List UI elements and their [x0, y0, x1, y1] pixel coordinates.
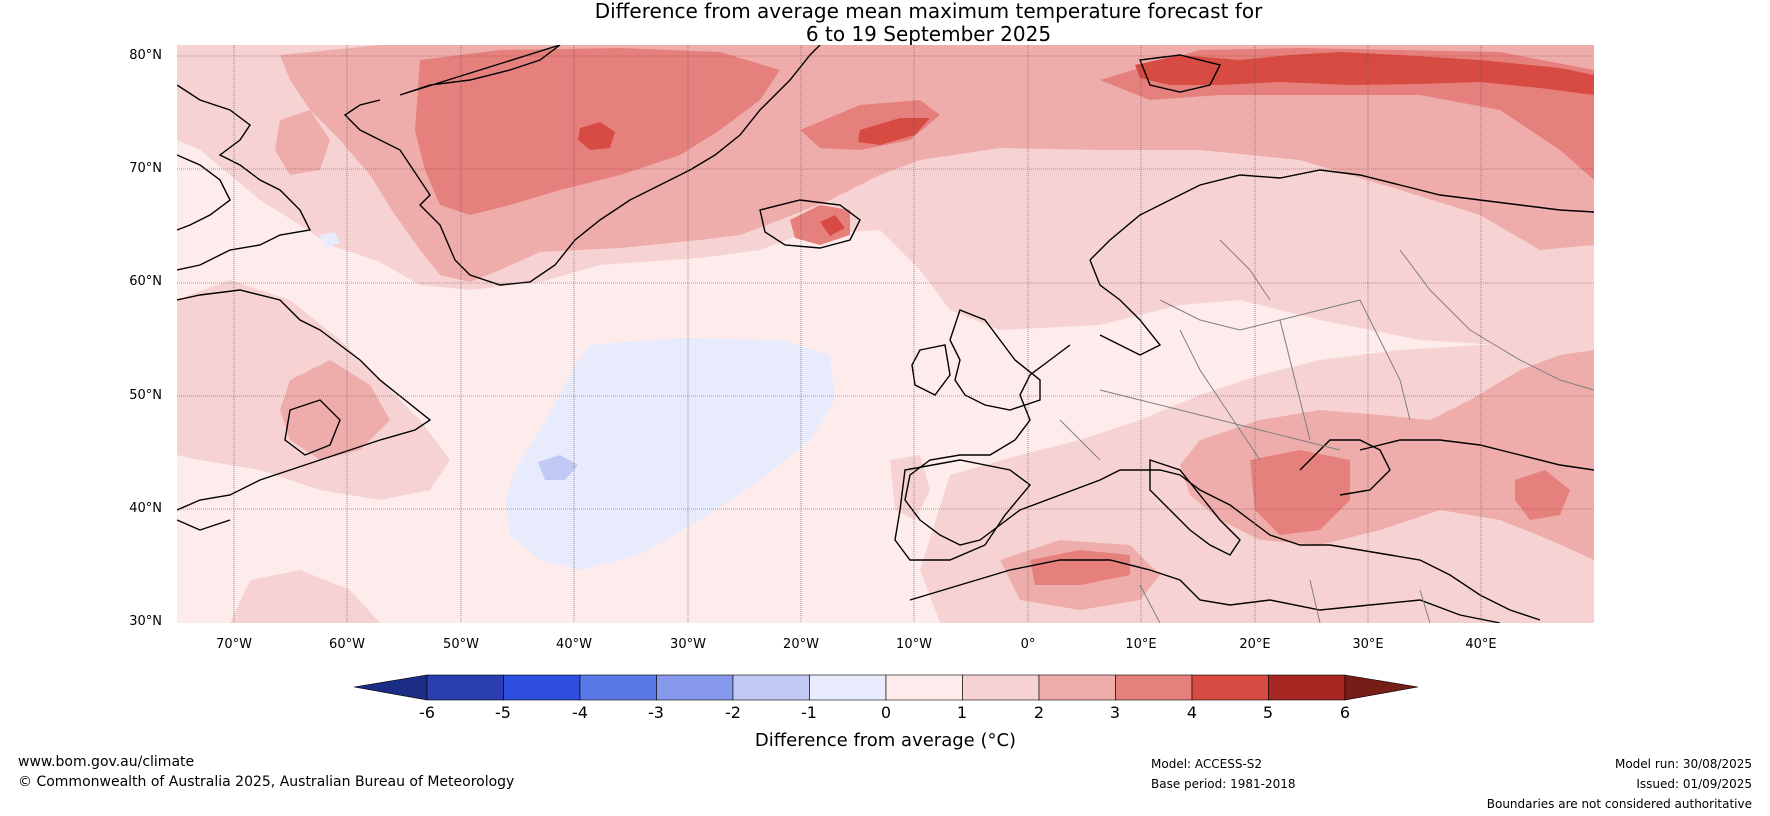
- colorbar-bin: [732, 674, 810, 701]
- lon-label: 10°W: [896, 637, 932, 652]
- country-borders: [1059, 239, 1594, 623]
- colorbar-tick-label: -1: [801, 703, 817, 722]
- colorbar-tick-label: -4: [572, 703, 588, 722]
- colorbar-tick-label: -2: [725, 703, 741, 722]
- north-africa-coastline: [909, 559, 1501, 623]
- colorbar-title: Difference from average (°C): [754, 730, 1017, 751]
- website-link[interactable]: www.bom.gov.au/climate: [18, 754, 195, 770]
- ireland-coastline: [911, 344, 951, 396]
- title-line-1: Difference from average mean maximum tem…: [594, 0, 1263, 23]
- lon-label: 0°: [1020, 637, 1036, 652]
- colorbar-tick-label: 4: [1186, 703, 1198, 722]
- lat-label: 50°N: [129, 388, 162, 403]
- colorbar-tick-label: 2: [1033, 703, 1045, 722]
- colorbar-bin: [809, 674, 887, 701]
- anomaly-region-4-5: [820, 215, 845, 236]
- base-period-text: Base period: 1981-2018: [1151, 777, 1296, 791]
- anomaly-region-4-5: [578, 122, 615, 150]
- colorbar-tick-label: -3: [648, 703, 664, 722]
- great-britain-coastline: [949, 309, 1041, 411]
- colorbar-extend-high: [1344, 674, 1419, 701]
- model-run-text: Model run: 30/08/2025: [1614, 757, 1752, 771]
- coastlines: [177, 45, 1594, 623]
- colorbar-bin: [962, 674, 1040, 701]
- anomaly-region-1-2: [230, 570, 380, 623]
- anomaly-region-1-2: [890, 455, 930, 520]
- anomaly-field: [177, 45, 1594, 623]
- colorbar-bin: [656, 674, 734, 701]
- lon-label: 40°W: [556, 637, 592, 652]
- lon-label: 30°W: [670, 637, 706, 652]
- north-america-coastline: [177, 84, 432, 531]
- lon-label: 60°W: [329, 637, 365, 652]
- colorbar-tick-label: 1: [956, 703, 968, 722]
- colorbar-tick-label: -5: [495, 703, 511, 722]
- colorbar-bin: [1115, 674, 1193, 701]
- italy-coastline: [1149, 459, 1241, 556]
- colorbar-bin: [1038, 674, 1116, 701]
- lat-label: 80°N: [129, 48, 162, 63]
- anomaly-region-2-3: [275, 110, 330, 175]
- title-line-2: 6 to 19 September 2025: [805, 22, 1052, 46]
- lon-label: 20°E: [1239, 637, 1271, 652]
- model-text: Model: ACCESS-S2: [1151, 757, 1263, 771]
- colorbar-tick-label: 3: [1109, 703, 1121, 722]
- colorbar-tick-label: 0: [880, 703, 892, 722]
- lon-label: 20°W: [783, 637, 819, 652]
- colorbar: [353, 674, 1419, 701]
- europe-coastline: [904, 169, 1594, 621]
- lat-label: 70°N: [129, 161, 162, 176]
- lon-label: 30°E: [1352, 637, 1384, 652]
- anomaly-region-neg2-1: [538, 455, 578, 480]
- copyright-text: © Commonwealth of Australia 2025, Austra…: [18, 774, 515, 790]
- svalbard-coastline: [1139, 54, 1222, 93]
- black-sea-coastline: [1359, 439, 1594, 471]
- anomaly-region-neg1-0: [320, 232, 340, 248]
- lat-label: 60°N: [129, 274, 162, 289]
- colorbar-tick-label: 6: [1339, 703, 1351, 722]
- colorbar-bin: [885, 674, 963, 701]
- colorbar-tick-label: 5: [1262, 703, 1274, 722]
- iberia-coastline: [894, 459, 1032, 561]
- colorbar-bin: [1268, 674, 1346, 701]
- lon-label: 40°E: [1465, 637, 1497, 652]
- lat-label: 30°N: [129, 614, 162, 629]
- lon-label: 50°W: [443, 637, 479, 652]
- lat-label: 40°N: [129, 501, 162, 516]
- graticule: [177, 45, 1594, 623]
- chart-title: Difference from average mean maximum tem…: [0, 0, 1770, 46]
- anomaly-region-3-4: [1250, 450, 1350, 535]
- anomaly-region-3-4: [1030, 550, 1130, 585]
- anomaly-region-4-5: [1135, 52, 1594, 95]
- lon-label: 70°W: [216, 637, 252, 652]
- colorbar-extend-low: [353, 674, 428, 701]
- anomaly-region-3-4: [1515, 470, 1570, 520]
- issued-text: Issued: 01/09/2025: [1636, 777, 1752, 791]
- colorbar-bin: [503, 674, 581, 701]
- lon-label: 10°E: [1125, 637, 1157, 652]
- anomaly-region-2-3: [280, 360, 390, 460]
- colorbar-bin: [579, 674, 657, 701]
- colorbar-tick-label: -6: [419, 703, 435, 722]
- iceland-coastline: [759, 199, 861, 249]
- disclaimer-text: Boundaries are not considered authoritat…: [1486, 797, 1752, 811]
- colorbar-bin: [426, 674, 504, 701]
- colorbar-bin: [1191, 674, 1269, 701]
- newfoundland-coastline: [284, 399, 341, 456]
- greenland-coastline: [343, 45, 821, 286]
- anomaly-region-4-5: [858, 118, 930, 145]
